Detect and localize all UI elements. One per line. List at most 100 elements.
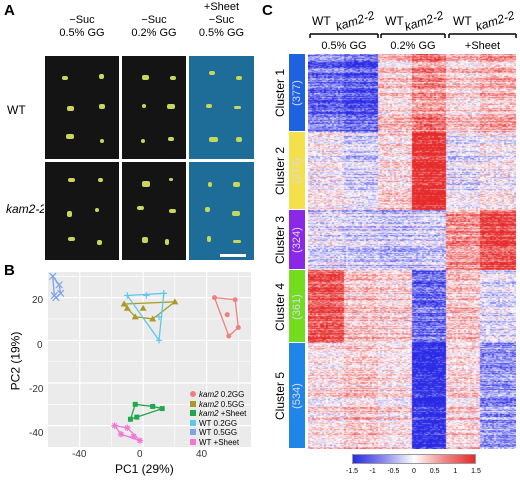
pca-xtick: 0 xyxy=(137,449,143,460)
heatmap-column-label: WT xyxy=(385,14,404,28)
pca-point xyxy=(124,424,131,432)
pca-point xyxy=(212,295,218,301)
legend-text: 0.5GG xyxy=(218,399,245,409)
colorbar-tick-label: 0 xyxy=(412,468,416,475)
pca-point xyxy=(235,324,241,330)
pca-point xyxy=(55,281,63,289)
seedling xyxy=(235,136,243,143)
bracket-0.2gg xyxy=(380,33,446,38)
panel-a-col2-header: −Suc 0.2% GG xyxy=(131,14,177,39)
seedling xyxy=(66,134,74,139)
pca-point xyxy=(50,291,59,300)
seedling xyxy=(99,103,105,109)
cluster-bar: (374) xyxy=(289,132,305,209)
seedling xyxy=(169,76,176,81)
seedling xyxy=(207,181,212,188)
seedling xyxy=(141,237,148,244)
heatmap-group-brackets xyxy=(309,33,517,38)
seedling xyxy=(168,208,177,213)
pca-point xyxy=(124,292,131,299)
seedling xyxy=(141,104,147,109)
pca-group-hull xyxy=(122,301,177,320)
cluster-label: Cluster 1 xyxy=(273,68,287,118)
pca-x-axis-label: PC1 (29%) xyxy=(115,462,174,476)
seedling xyxy=(166,104,176,109)
group-label-sheet: +Sheet xyxy=(464,40,501,52)
cluster-label: Cluster 5 xyxy=(273,371,287,421)
pca-legend: kam2 0.2GG kam2 0.5GG kam2 +Sheet WT 0.2GG W… xyxy=(190,390,254,450)
pca-point xyxy=(136,437,144,444)
pca-point xyxy=(149,315,157,322)
pca-point xyxy=(143,292,150,299)
photo-wt-sheet xyxy=(188,55,255,160)
seedling xyxy=(233,181,240,187)
seedling xyxy=(141,181,151,188)
cluster-label: Cluster 2 xyxy=(273,146,287,196)
cluster-count: (377) xyxy=(291,80,303,106)
pca-point xyxy=(117,430,125,438)
colorbar-tick-label: 0.5 xyxy=(429,468,440,475)
pca-point xyxy=(127,416,133,422)
seedling xyxy=(168,177,173,182)
cluster-label: Cluster 4 xyxy=(273,282,287,331)
legend-genotype: kam2 xyxy=(199,390,219,399)
seedling xyxy=(142,75,150,80)
heatmap-column-label: WT xyxy=(312,14,331,28)
seedling xyxy=(66,105,75,111)
cluster-count: (534) xyxy=(291,383,303,409)
photo-wt-0.2gg xyxy=(121,55,187,160)
seedling xyxy=(209,136,218,142)
legend-text: +Sheet xyxy=(218,409,247,418)
pca-point xyxy=(226,333,232,339)
pca-ytick: -40 xyxy=(29,428,44,439)
legend-text: 0.2GG xyxy=(218,390,245,399)
colorbar-tick-label: 1 xyxy=(453,468,458,475)
legend-entry: WT +Sheet xyxy=(190,438,239,448)
panel-a-label: A xyxy=(4,2,15,19)
seedling xyxy=(164,238,169,245)
seedling xyxy=(62,76,68,81)
pca-ytick: -20 xyxy=(29,384,44,395)
legend-marker xyxy=(190,438,196,445)
seedling xyxy=(205,207,211,213)
group-label-0.2gg: 0.2% GG xyxy=(390,40,436,52)
legend-marker xyxy=(190,400,196,407)
pca-y-axis-label: PC2 (19%) xyxy=(8,331,23,391)
scale-bar xyxy=(220,254,246,257)
photo-wt-0.5gg xyxy=(44,55,120,160)
panel-a-col1-header: −Suc 0.5% GG xyxy=(59,14,105,39)
expression-heatmap xyxy=(308,54,516,449)
legend-entry: kam2 0.5GG xyxy=(190,400,244,410)
seedling xyxy=(206,104,212,109)
legend-genotype: kam2 xyxy=(199,399,219,409)
legend-entry: kam2 +Sheet xyxy=(190,409,246,419)
pca-point xyxy=(139,304,147,311)
panel-a-row-wt: WT xyxy=(7,103,26,117)
legend-text: WT 0.5GG xyxy=(199,428,238,437)
colorbar-tick-label: -0.5 xyxy=(387,468,400,475)
seedling xyxy=(140,139,146,143)
legend-entry: kam2 0.2GG xyxy=(190,390,244,400)
seedling xyxy=(67,211,72,217)
seedling xyxy=(136,206,144,210)
legend-marker xyxy=(190,410,196,416)
legend-entry: WT 0.2GG xyxy=(190,419,237,429)
seedling xyxy=(99,138,105,144)
pca-point xyxy=(111,422,118,429)
pca-point xyxy=(134,414,140,420)
pca-point xyxy=(150,403,156,409)
seedling xyxy=(233,105,241,110)
seedling xyxy=(68,237,76,241)
legend-marker xyxy=(190,391,196,397)
cluster-count: (324) xyxy=(291,227,303,253)
cluster-bar: (377) xyxy=(289,54,305,131)
seedling xyxy=(94,208,100,212)
group-label-0.5gg: 0.5% GG xyxy=(321,40,367,52)
photo-kam2-0.5gg xyxy=(44,161,120,261)
seedling xyxy=(209,71,216,76)
colorbar-tick-label: -1.5 xyxy=(346,468,359,475)
pca-ytick: 20 xyxy=(32,295,44,306)
cluster-count: (374) xyxy=(291,158,303,184)
bracket-0.5gg xyxy=(309,33,379,38)
colorbar-tick-label: -1 xyxy=(369,468,376,475)
